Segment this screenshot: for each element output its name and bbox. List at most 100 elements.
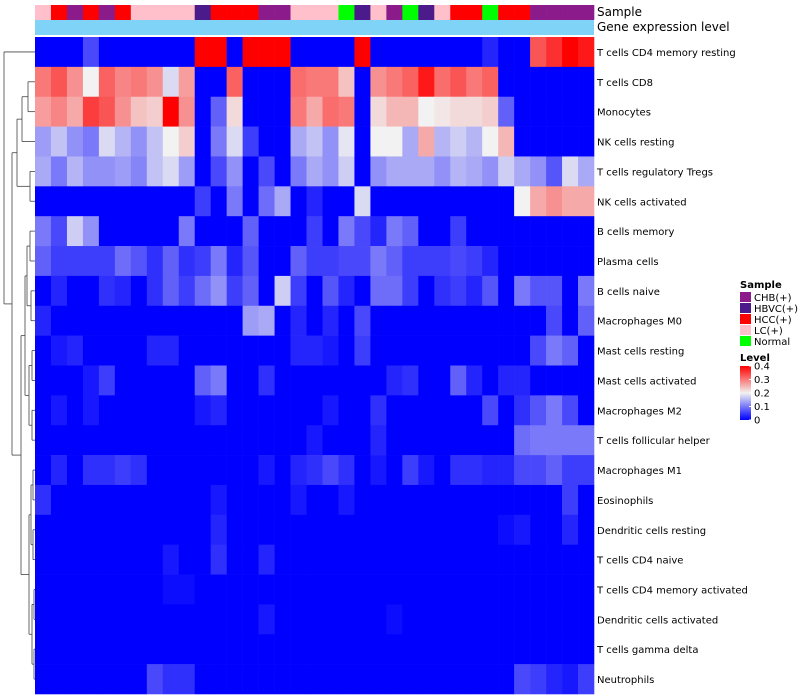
heatmap-cell	[562, 455, 579, 486]
sample-legend-label: Normal	[754, 337, 790, 348]
heatmap-cell	[194, 275, 211, 307]
heatmap-cell	[226, 275, 243, 307]
heatmap-cell	[258, 514, 275, 545]
heatmap-cell	[322, 514, 339, 545]
heatmap-cell	[338, 574, 355, 605]
heatmap-cell	[226, 96, 243, 127]
heatmap-cell	[562, 156, 579, 187]
sample-annotation-cell	[146, 5, 164, 20]
heatmap-cell	[466, 246, 483, 277]
heatmap-cell	[418, 365, 435, 396]
heatmap-cell	[178, 126, 196, 157]
heatmap-cell	[386, 395, 403, 426]
heatmap-cell	[114, 126, 132, 157]
heatmap-cell	[82, 664, 100, 695]
heatmap-cell	[146, 156, 164, 187]
heatmap-cell	[418, 96, 435, 127]
heatmap-cell	[130, 186, 148, 217]
heatmap-cell	[434, 484, 451, 516]
heatmap-cell	[162, 216, 180, 247]
heatmap-cell	[562, 335, 579, 366]
heatmap-cell	[514, 216, 531, 247]
heatmap-cell	[290, 305, 307, 336]
heatmap-cell	[178, 514, 196, 545]
heatmap-cell	[466, 544, 483, 575]
heatmap-cell	[35, 544, 52, 575]
heatmap-cell	[194, 246, 211, 277]
heatmap-cell	[98, 96, 116, 127]
heatmap-cell	[194, 335, 211, 366]
level-tick-label: 0.2	[754, 389, 770, 400]
heatmap-cell	[498, 335, 515, 366]
heatmap-cell	[562, 425, 579, 456]
heatmap-cell	[354, 305, 371, 336]
heatmap-cell	[290, 216, 307, 247]
heatmap-cell	[98, 365, 116, 396]
heatmap-cell	[578, 216, 595, 247]
heatmap-cell	[274, 574, 291, 605]
heatmap-cell	[354, 574, 371, 605]
heatmap-cell	[274, 156, 291, 187]
heatmap-cell	[482, 126, 499, 157]
heatmap-cell	[354, 216, 371, 247]
heatmap-cell	[242, 37, 259, 68]
heatmap-cell	[258, 126, 275, 157]
heatmap-cell	[66, 186, 84, 217]
heatmap-cell	[578, 514, 595, 545]
heatmap-cell	[306, 186, 323, 217]
sample-annotation-cell	[242, 5, 259, 20]
heatmap-cell	[322, 574, 339, 605]
heatmap-cell	[210, 186, 227, 217]
heatmap-cell	[386, 365, 403, 396]
heatmap-cell	[402, 335, 419, 366]
sample-annotation-cell	[402, 5, 419, 20]
heatmap-cell	[434, 186, 451, 217]
heatmap-cell	[290, 186, 307, 217]
heatmap-cell	[498, 156, 515, 187]
row-label: T cells CD4 memory activated	[596, 585, 748, 596]
heatmap-cell	[354, 514, 371, 545]
heatmap-cell	[530, 126, 547, 157]
heatmap-cell	[178, 634, 196, 665]
heatmap-cell	[498, 246, 515, 277]
heatmap-cell	[386, 425, 403, 456]
heatmap-cell	[306, 37, 323, 68]
heatmap-cell	[274, 455, 291, 486]
heatmap-cell	[354, 335, 371, 366]
sample-annotation-cell	[194, 5, 211, 20]
heatmap-cell	[546, 186, 563, 217]
heatmap-cell	[210, 634, 227, 665]
heatmap-cell	[482, 66, 499, 98]
heatmap-cell	[50, 634, 68, 665]
heatmap-cell	[66, 246, 84, 277]
heatmap-cell	[402, 156, 419, 187]
heatmap-cell	[418, 544, 435, 575]
heatmap-cell	[434, 275, 451, 307]
heatmap-cell	[210, 484, 227, 516]
heatmap-cell	[338, 455, 355, 486]
heatmap-cell	[306, 335, 323, 366]
heatmap-cell	[546, 634, 563, 665]
heatmap-cell	[35, 156, 52, 187]
heatmap-cell	[162, 156, 180, 187]
heatmap-cell	[466, 634, 483, 665]
heatmap-cell	[98, 544, 116, 575]
heatmap-cell	[498, 395, 515, 426]
heatmap-cell	[178, 96, 196, 127]
heatmap-cell	[338, 96, 355, 127]
heatmap-cell	[130, 365, 148, 396]
heatmap-cell	[162, 634, 180, 665]
heatmap-cell	[450, 514, 467, 545]
heatmap-cell	[162, 604, 180, 635]
heatmap-cell	[498, 275, 515, 307]
heatmap-cell	[50, 96, 68, 127]
heatmap-cell	[114, 216, 132, 247]
heatmap-cell	[35, 335, 52, 366]
heatmap-cell	[466, 484, 483, 516]
heatmap-cell	[418, 275, 435, 307]
heatmap-cell	[482, 186, 499, 217]
heatmap-cell	[530, 604, 547, 635]
heatmap-cell	[114, 425, 132, 456]
heatmap-cell	[338, 156, 355, 187]
heatmap-cell	[162, 305, 180, 336]
